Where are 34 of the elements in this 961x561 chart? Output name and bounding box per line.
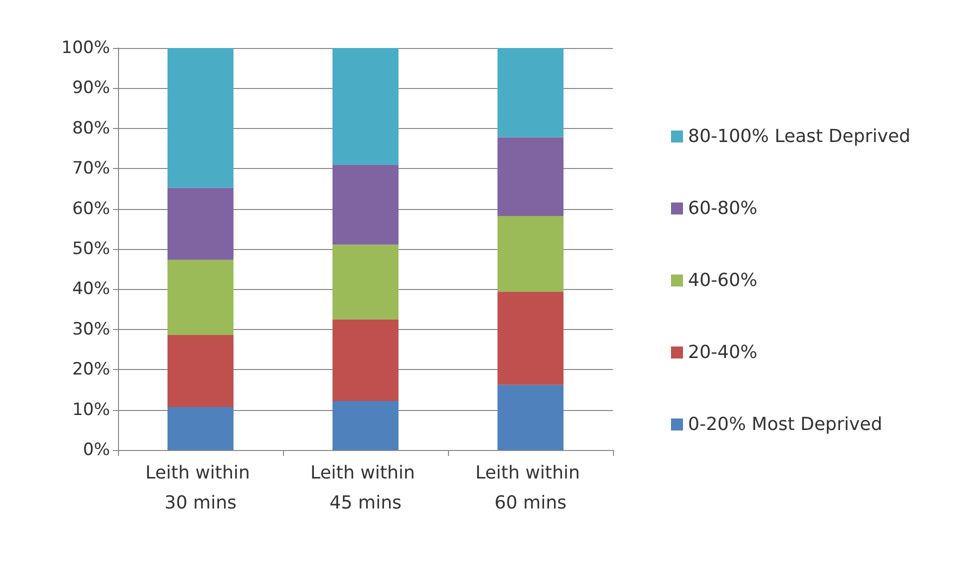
y-tick-label: 100%: [61, 38, 110, 58]
y-tick-label: 50%: [72, 239, 110, 259]
bar: [332, 400, 398, 450]
bar: [168, 260, 234, 336]
bar: [168, 406, 234, 450]
y-tick-label: 30%: [72, 319, 110, 340]
bar: [498, 137, 564, 216]
bar: [498, 48, 564, 138]
y-tick-label: 20%: [72, 360, 110, 380]
bar: [332, 319, 398, 401]
bar: [498, 216, 564, 292]
legend-label: 80-100% Least Deprived: [688, 126, 910, 147]
bar: [332, 48, 398, 165]
bar: [332, 164, 398, 245]
bar: [168, 335, 234, 407]
bar: [168, 188, 234, 260]
y-tick-label: 60%: [72, 198, 110, 219]
bar: [498, 292, 564, 385]
legend-label: 60-80%: [688, 198, 758, 219]
bar: [168, 48, 234, 188]
x-tick-label: Leith within 30 mins: [145, 462, 256, 514]
legend-label: 20-40%: [688, 342, 758, 363]
y-tick-label: 90%: [72, 78, 110, 98]
y-tick-label: 70%: [72, 158, 110, 179]
y-tick-label: 10%: [72, 400, 110, 420]
bar: [498, 384, 564, 450]
x-tick-label: Leith within 45 mins: [310, 462, 421, 514]
y-tick-label: 0%: [83, 440, 110, 460]
x-tick-label: Leith within 60 mins: [475, 462, 586, 514]
legend-label: 40-60%: [688, 270, 758, 291]
y-tick-label: 80%: [72, 118, 110, 138]
bar: [332, 244, 398, 320]
y-tick-label: 40%: [72, 279, 110, 300]
legend-label: 0-20% Most Deprived: [688, 414, 882, 435]
